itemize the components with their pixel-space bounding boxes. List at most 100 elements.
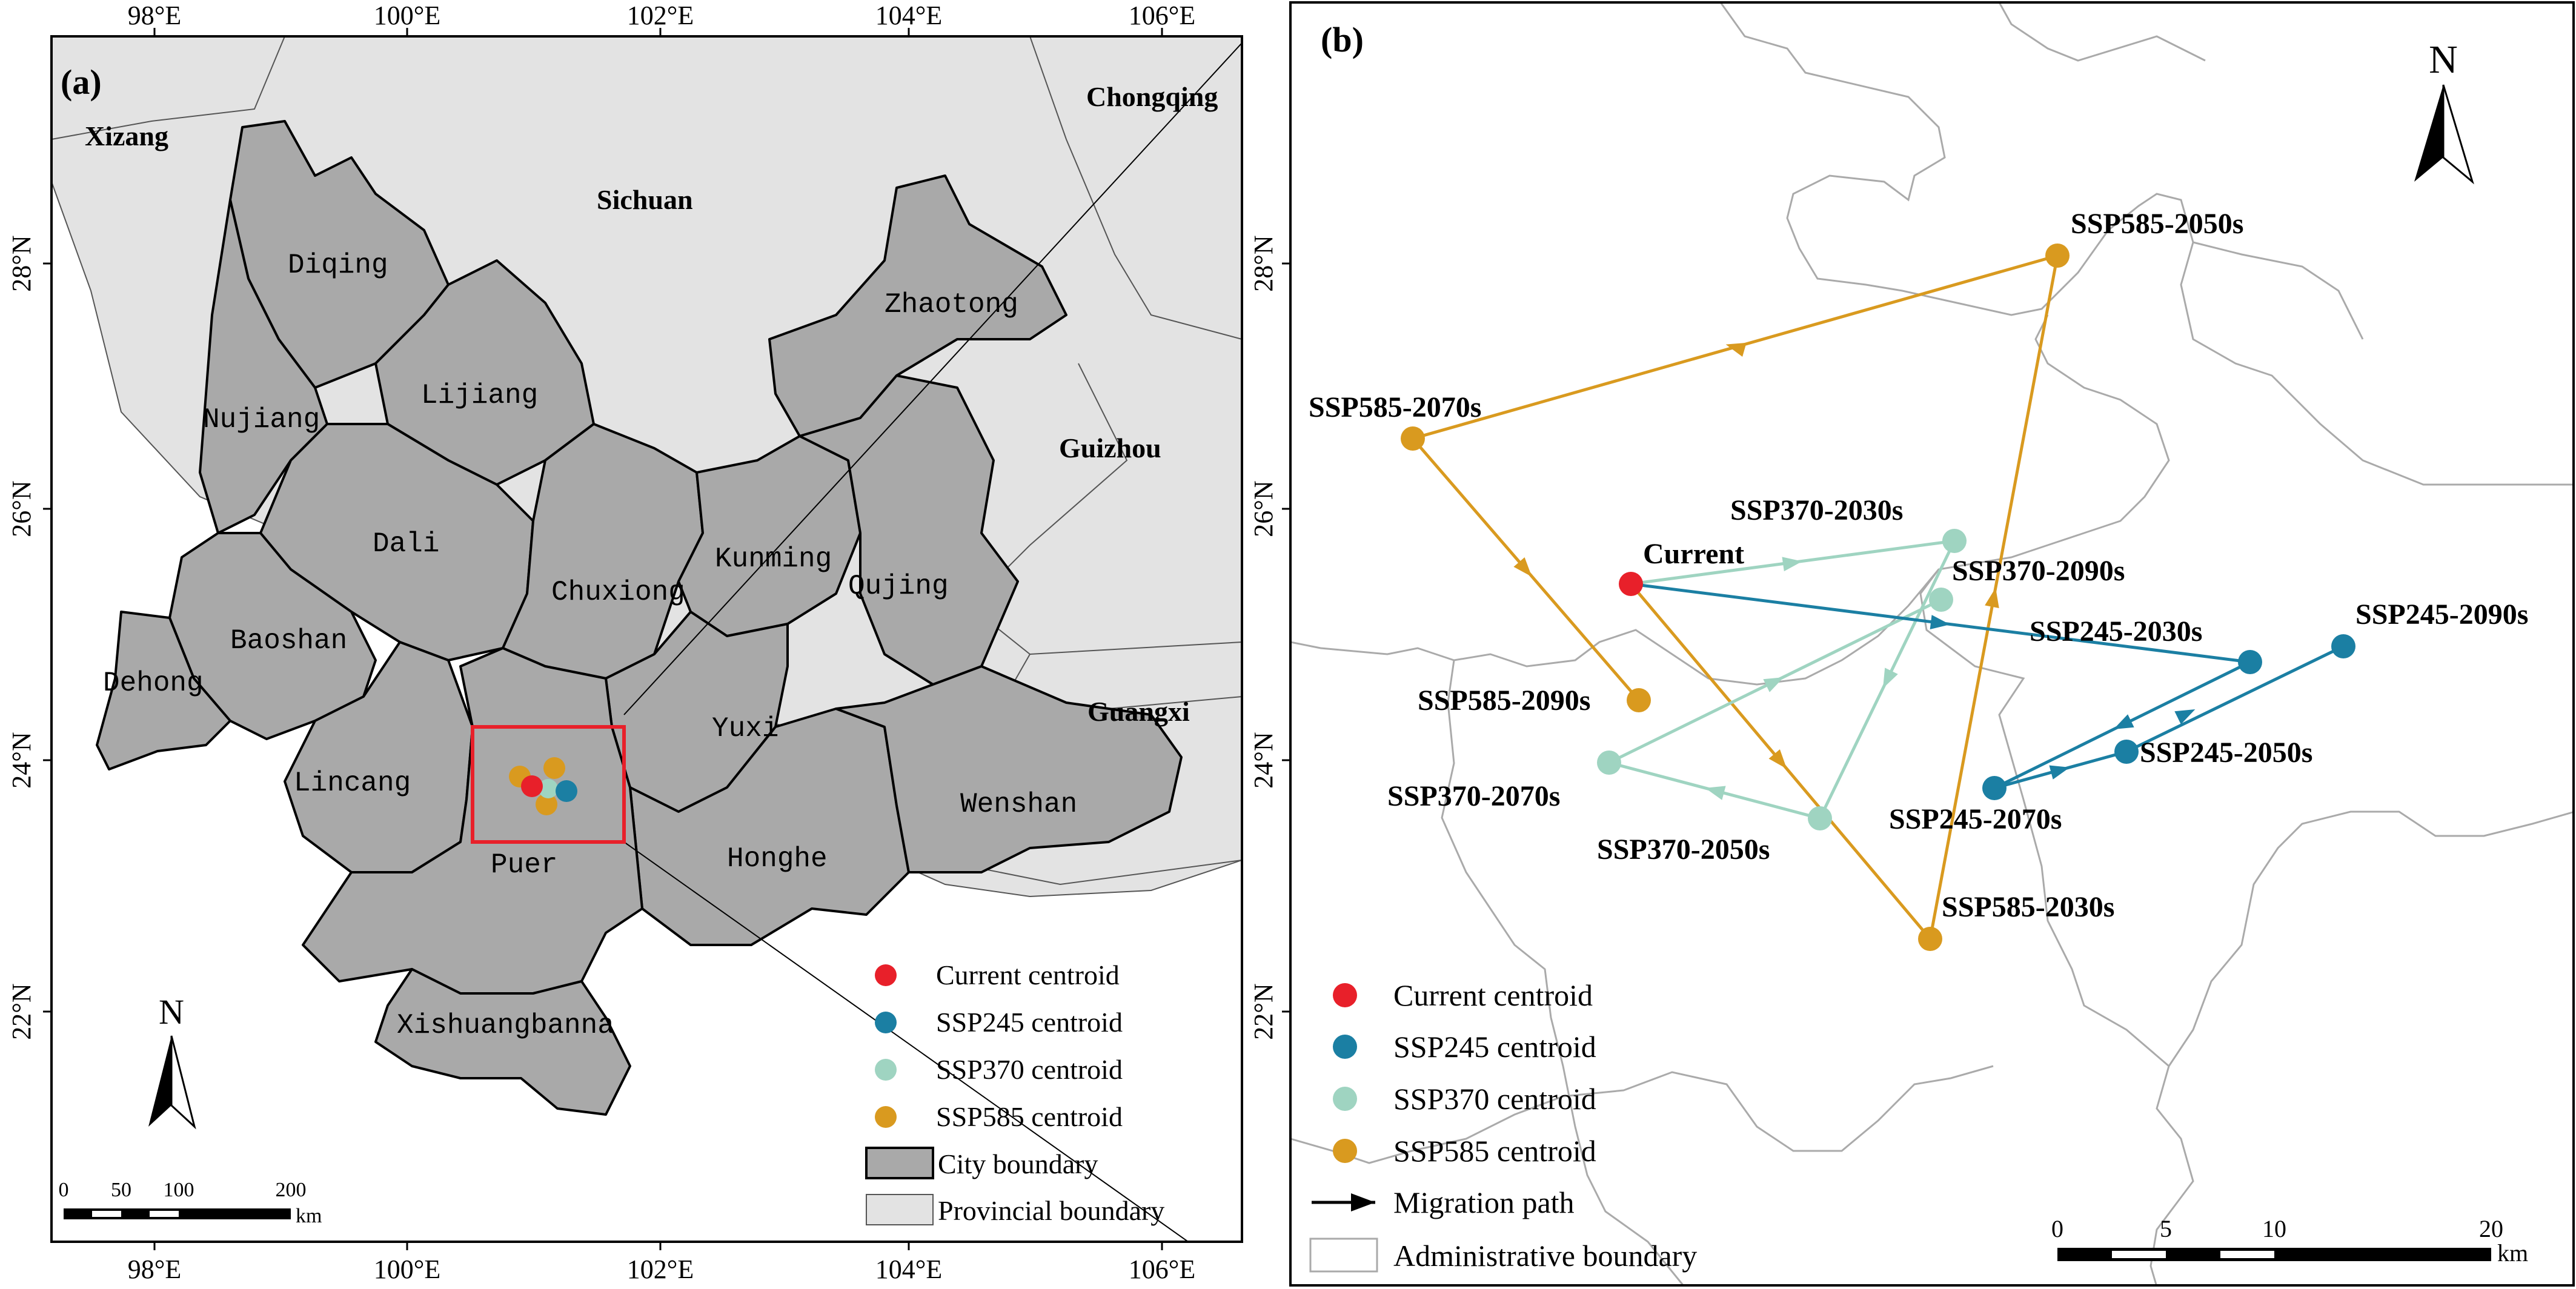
svg-text:5: 5 (2160, 1215, 2172, 1242)
panel-b-map (1282, 1, 2575, 1287)
city-label-nujiang: Nujiang (203, 404, 320, 436)
label-ssp245-2050: SSP245-2050s (2140, 737, 2312, 769)
point-ssp585-2030 (1918, 927, 1942, 951)
inset-box (471, 725, 626, 844)
province-label-xizang: Xizang (85, 121, 168, 151)
city-label-diqing: Diqing (288, 250, 388, 281)
province-label-chongqing: Chongqing (1086, 81, 1218, 112)
city-label-honghe: Honghe (727, 843, 828, 875)
city-label-xishuangbanna: Xishuangbanna (397, 1010, 614, 1041)
label-ssp245-2090: SSP245-2090s (2355, 598, 2528, 631)
point-ssp585-2050 (2045, 244, 2070, 268)
label-ssp585-2090: SSP585-2090s (1418, 684, 1590, 717)
point-ssp370-2090 (1929, 588, 1953, 612)
legend-swatch-ssp245 (875, 1012, 897, 1033)
panel-b-scale-bar: 0 5 10 20 km (2051, 1215, 2528, 1267)
legend-swatch-ssp370 (875, 1059, 897, 1081)
point-ssp370-2030 (1942, 529, 1967, 553)
city-label-puer: Puer (491, 849, 557, 881)
legend-swatch-current (875, 964, 897, 986)
panel-a-frame (50, 35, 1243, 1243)
city-qujing (798, 374, 1019, 686)
legend-swatch-city (865, 1147, 934, 1179)
admin-boundary (1441, 660, 1685, 1287)
point-ssp245-2050 (2114, 740, 2139, 764)
point-ssp585-2090 (1627, 688, 1651, 712)
legend-label-ssp585: SSP585 centroid (936, 1101, 1123, 1132)
arrow-icon (2049, 765, 2070, 780)
svg-text:200: 200 (276, 1179, 307, 1201)
svg-text:26°N: 26°N (1249, 480, 1278, 537)
arrow-icon (1782, 557, 1802, 572)
svg-text:0: 0 (2051, 1215, 2063, 1242)
north-arrow-icon (170, 1035, 196, 1130)
north-label: N (159, 992, 184, 1032)
admin-boundary (2168, 810, 2575, 1067)
north-arrow-icon (148, 1036, 171, 1127)
arrow-icon (1985, 588, 1999, 608)
city-label-lincang: Lincang (294, 767, 411, 799)
legend-swatch-current (1333, 983, 1357, 1007)
panel-a-bottom-ticks: 98°E 100°E 102°E 104°E 106°E (128, 1254, 1195, 1284)
legend-label-current: Current centroid (1393, 978, 1593, 1012)
label-ssp585-2070: SSP585-2070s (1309, 391, 1481, 423)
province-label-guizhou: Guizhou (1059, 432, 1161, 463)
migration-arrowheads (1513, 342, 2196, 800)
legend-label-ssp245: SSP245 centroid (936, 1007, 1123, 1038)
yunnan-cities (96, 120, 1183, 1116)
city-kunming (677, 435, 861, 637)
legend-swatch-ssp585 (1333, 1139, 1357, 1163)
svg-text:102°E: 102°E (627, 1254, 694, 1284)
svg-text:km: km (296, 1205, 322, 1227)
legend-swatch-ssp245 (1333, 1035, 1357, 1059)
svg-text:98°E: 98°E (128, 1, 181, 30)
arrow-icon (2113, 714, 2134, 730)
panel-b-background (1290, 2, 2574, 1285)
svg-text:28°N: 28°N (1249, 235, 1278, 291)
svg-text:22°N: 22°N (7, 983, 36, 1039)
admin-boundary (1919, 314, 2194, 1287)
centroid-current (521, 775, 543, 797)
panel-b-label: (b) (1321, 20, 1364, 59)
panel-a-ticks (43, 28, 1163, 1250)
point-ssp245-2090 (2331, 634, 2355, 658)
north-arrow-icon (2414, 85, 2443, 182)
point-ssp585-2070 (1401, 426, 1425, 451)
legend-label-city: City boundary (938, 1148, 1098, 1179)
legend-label-admin: Administrative boundary (1393, 1239, 1697, 1273)
label-ssp370-2050: SSP370-2050s (1597, 833, 1770, 866)
svg-text:26°N: 26°N (7, 480, 36, 537)
svg-text:100°E: 100°E (374, 1, 440, 30)
panel-a-left-ticks: 28°N 26°N 24°N 22°N (7, 235, 36, 1039)
panel-b-ticks (1282, 262, 1290, 1013)
panel-a-scale-bar: 0 50 100 200 km (59, 1179, 322, 1227)
svg-text:10: 10 (2262, 1215, 2286, 1242)
centroid-ssp585 (536, 794, 557, 815)
svg-text:24°N: 24°N (1249, 732, 1278, 788)
city-label-lijiang: Lijiang (421, 380, 538, 411)
panel-a-north-arrow: N (148, 992, 196, 1130)
label-ssp370-2090: SSP370-2090s (1952, 555, 2125, 587)
legend-label-path: Migration path (1393, 1185, 1575, 1219)
legend-swatch-province (866, 1194, 934, 1225)
panel-a-top-ticks: 98°E 100°E 102°E 104°E 106°E (128, 1, 1195, 30)
centroid-ssp585 (543, 757, 565, 779)
legend-swatch-admin (1309, 1238, 1378, 1273)
arrow-icon (1882, 668, 1898, 689)
svg-text:98°E: 98°E (128, 1254, 181, 1284)
province-labels: Xizang Sichuan Chongqing Guizhou Guangxi (85, 81, 1218, 727)
city-label-chuxiong: Chuxiong (551, 577, 685, 608)
label-ssp370-2070: SSP370-2070s (1387, 780, 1560, 812)
svg-text:24°N: 24°N (7, 732, 36, 788)
label-current: Current (1643, 538, 1744, 570)
inset-leader-line (623, 841, 1189, 1242)
panel-b-frame (1289, 1, 2575, 1287)
svg-text:102°E: 102°E (627, 1, 694, 30)
point-current (1619, 572, 1643, 596)
label-ssp585-2030: SSP585-2030s (1942, 891, 2114, 923)
panel-b-left-ticks: 28°N 26°N 24°N 22°N (1249, 235, 1278, 1039)
city-label-dehong: Dehong (103, 668, 204, 699)
legend-swatch-ssp585 (875, 1106, 897, 1128)
city-dehong (96, 611, 231, 770)
legend-swatch-ssp370 (1333, 1087, 1357, 1111)
